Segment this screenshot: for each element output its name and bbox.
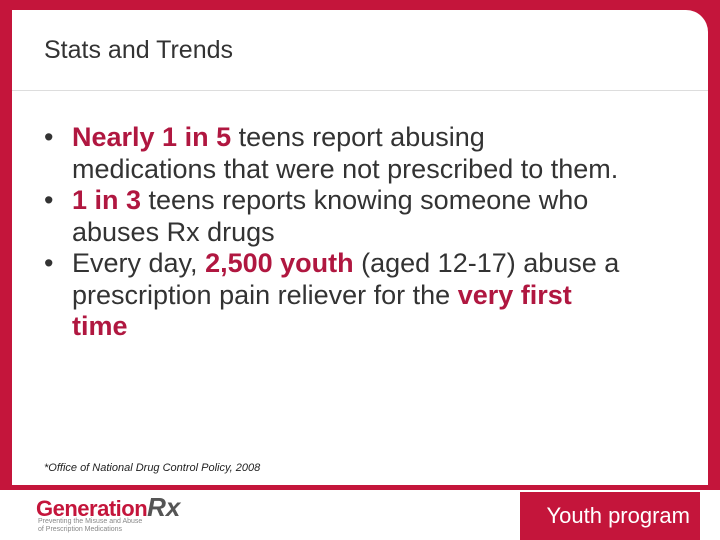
bullet-list: Nearly 1 in 5 teens report abusing medic… — [44, 122, 634, 343]
logo-mark: Rx — [147, 492, 181, 522]
bullet-text: 1 in 3 — [72, 185, 142, 215]
bullet: Nearly 1 in 5 teens report abusing medic… — [44, 122, 634, 185]
logo: GenerationRx Preventing the Misuse and A… — [36, 492, 181, 533]
bullet-text: Every day, — [72, 248, 206, 278]
bullet-text: (aged 12-17) abuse a prescription pain r… — [72, 248, 620, 310]
footnote: *Office of National Drug Control Policy,… — [44, 462, 261, 474]
bullet-text: 2,500 youth — [205, 248, 354, 278]
bullet-text: very first time — [72, 279, 572, 342]
bullet-text: teens report abusing medications that we… — [72, 122, 619, 184]
program-text: Youth — [546, 503, 602, 528]
logo-tagline: Preventing the Misuse and Abuse — [38, 518, 143, 525]
slide-title: Stats and Trends — [44, 36, 234, 64]
logo-word: Generation — [36, 496, 148, 521]
content-panel: Stats and Trends Nearly 1 in 5 teens rep… — [12, 10, 708, 485]
bullet: Every day, 2,500 youth (aged 12-17) abus… — [44, 248, 634, 343]
program-text: program — [601, 503, 690, 528]
bullet-text: Nearly 1 in 5 — [72, 122, 232, 152]
program-label: Youth program — [520, 492, 700, 540]
footer: GenerationRx Preventing the Misuse and A… — [0, 490, 720, 540]
logo-tagline: of Prescription Medications — [38, 526, 123, 533]
title-rule — [12, 90, 708, 91]
bullet-text: teens reports knowing someone who abuses… — [72, 185, 589, 247]
bullet: 1 in 3 teens reports knowing someone who… — [44, 185, 634, 248]
